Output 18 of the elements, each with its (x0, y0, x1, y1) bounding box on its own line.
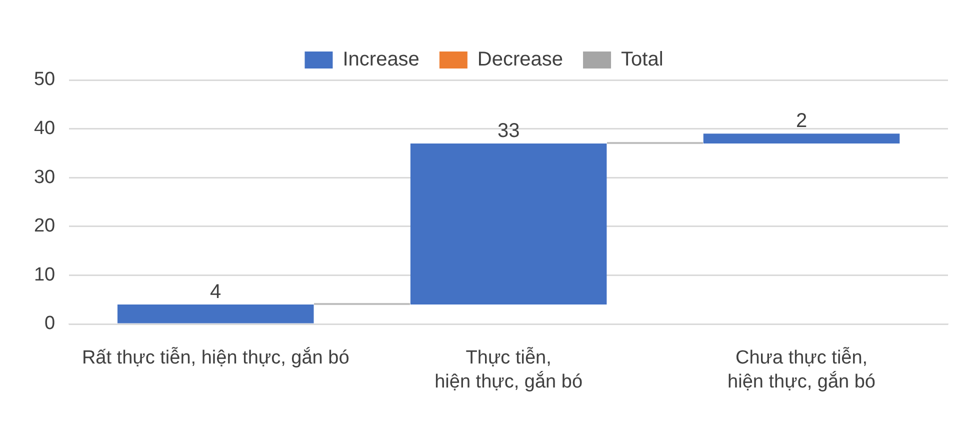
y-tick-label: 50 (34, 69, 56, 90)
data-label: 33 (497, 120, 520, 142)
bar (703, 134, 900, 144)
bar (117, 304, 314, 324)
y-tick-label: 30 (34, 166, 56, 188)
x-tick-label: Rất thực tiễn, hiện thực, gắn bó (82, 346, 350, 369)
y-tick-label: 40 (34, 118, 56, 140)
legend-label: Increase (342, 48, 420, 71)
data-label: 2 (796, 110, 808, 132)
x-tick-label: Thực tiễn, hiện thực, gắn bó (434, 346, 583, 393)
y-tick-label: 0 (44, 313, 56, 334)
x-tick-label: Chưa thực tiễn, hiện thực, gắn bó (728, 346, 876, 393)
y-tick-label: 20 (34, 216, 56, 237)
legend-label: Total (621, 48, 664, 71)
data-label: 4 (210, 280, 222, 303)
bar (410, 143, 607, 304)
legend-label: Decrease (477, 48, 564, 71)
y-tick-label: 10 (34, 264, 56, 286)
